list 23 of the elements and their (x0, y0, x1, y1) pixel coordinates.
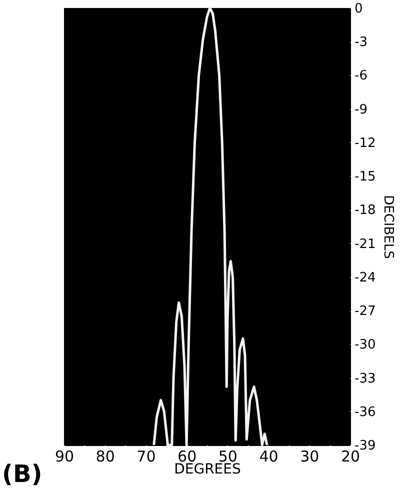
x-axis-title: DEGREES (174, 462, 242, 478)
text: (B) (2, 460, 42, 488)
x-tick-label: 80 (96, 448, 115, 466)
x-tick-label: 30 (300, 448, 320, 466)
y-tick-label: -21 (354, 236, 376, 252)
y-tick-label: -15 (354, 170, 376, 185)
y-tick-label: -24 (354, 270, 376, 286)
x-tick-label: 70 (136, 448, 156, 466)
y-tick-label: -18 (354, 203, 376, 218)
y-tick-label: -27 (354, 304, 376, 320)
y-tick-label: -12 (354, 136, 376, 151)
line-series (152, 6, 268, 446)
y-axis-title: DECIBELS (380, 195, 396, 259)
y-tick-label: -30 (354, 338, 376, 353)
y-tick-label: -3 (354, 35, 368, 50)
y-tick-label: -9 (354, 102, 368, 118)
x-tick-label: 20 (340, 448, 360, 466)
x-tick-label: 40 (259, 448, 278, 466)
y-tick-label: 0 (354, 2, 363, 16)
x-tick-label: 90 (54, 448, 74, 466)
y-tick-label: -6 (354, 68, 368, 84)
y-tick-label: -33 (354, 371, 376, 386)
y-tick-label: -36 (354, 404, 376, 420)
